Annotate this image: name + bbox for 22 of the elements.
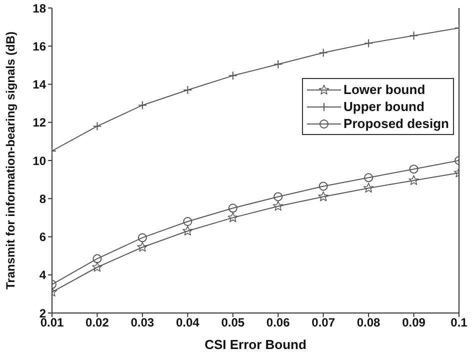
legend-label: Upper bound <box>344 98 424 115</box>
x-tick-label: 0.08 <box>356 316 381 330</box>
x-tick-label: 0.03 <box>130 316 154 330</box>
y-tick-label: 14 <box>32 78 46 92</box>
x-tick-label: 0.1 <box>450 316 468 330</box>
x-axis-title: CSI Error Bound <box>204 337 306 352</box>
legend-label: Lower bound <box>344 81 426 98</box>
x-tick-label: 0.04 <box>176 316 200 330</box>
x-tick-label: 0.02 <box>86 316 110 330</box>
y-axis-title: Transmit for information-bearing signals (dB) <box>3 31 18 290</box>
y-tick-label: 18 <box>32 1 46 16</box>
y-tick-label: 6 <box>39 230 46 244</box>
x-tick-label: 0.09 <box>402 316 426 330</box>
y-tick-label: 16 <box>32 39 46 54</box>
y-tick-label: 12 <box>32 116 46 130</box>
x-tick-label: 0.06 <box>266 316 290 330</box>
legend-label: Proposed design <box>344 115 449 132</box>
x-tick-label: 0.07 <box>312 316 336 330</box>
y-tick-label: 4 <box>39 268 46 282</box>
y-tick-label: 8 <box>39 192 46 206</box>
x-tick-label: 0.05 <box>221 316 245 330</box>
y-tick-label: 10 <box>32 154 46 168</box>
